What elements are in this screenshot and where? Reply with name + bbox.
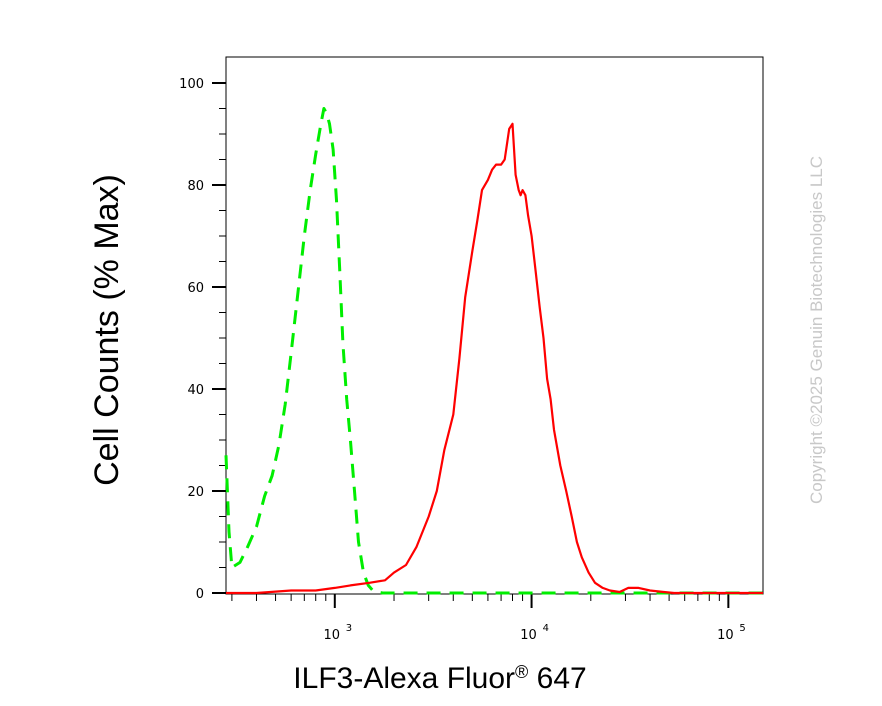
x-tick-label: 10: [520, 628, 537, 643]
plot-frame: [225, 56, 764, 595]
x-tick-label: 10: [324, 628, 341, 643]
control-histogram-line: [224, 107, 763, 595]
x-axis-label: ILF3-Alexa Fluor® 647: [293, 662, 586, 695]
x-axis: 10 3 10 4 10 5: [231, 594, 746, 643]
y-tick-label: 80: [187, 179, 204, 194]
y-tick-label: 100: [179, 77, 204, 92]
y-tick-label: 40: [187, 383, 204, 398]
copyright-text: Copyright ©2025 Genuin Biotechnologies L…: [807, 156, 826, 504]
series-layer: [224, 107, 763, 595]
sample-histogram-line: [226, 122, 763, 595]
y-axis: 0 20 40 60 80 100: [179, 77, 226, 602]
y-tick-label: 20: [187, 485, 204, 500]
x-tick-exponent: 5: [739, 623, 745, 634]
y-tick-label: 0: [196, 587, 204, 602]
x-tick-exponent: 4: [543, 623, 549, 634]
y-axis-label: Cell Counts (% Max): [88, 174, 126, 486]
x-tick-label: 10: [717, 628, 734, 643]
x-axis-label-suffix: 647: [528, 662, 586, 695]
x-axis-label-registered: ®: [515, 662, 528, 682]
x-tick-exponent: 3: [346, 623, 352, 634]
x-axis-label-main: ILF3-Alexa Fluor: [293, 662, 515, 695]
y-tick-label: 60: [187, 281, 204, 296]
